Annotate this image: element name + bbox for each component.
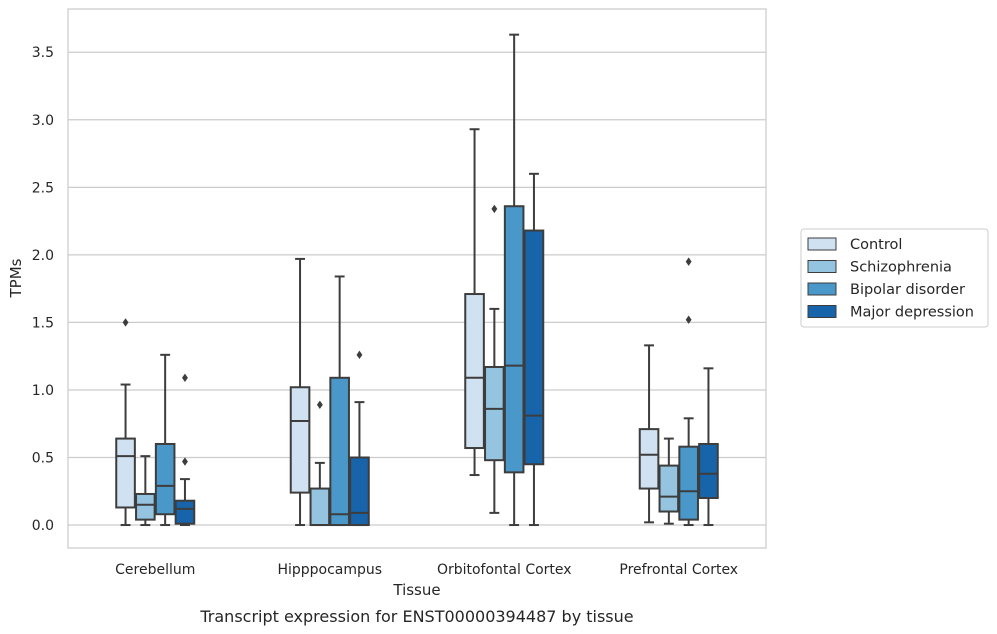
- x-tick-label: Orbitofontal Cortex: [437, 562, 572, 578]
- box-body: [484, 365, 505, 462]
- legend-entry: Major depression: [807, 305, 974, 321]
- box: [523, 172, 545, 527]
- x-tick-label: Cerebellum: [115, 562, 195, 578]
- legend-entry: Bipolar disorder: [807, 282, 965, 298]
- y-tick-label: 3.5: [32, 45, 54, 61]
- box-series: [115, 33, 719, 527]
- box-body: [678, 445, 699, 521]
- box-body: [464, 293, 485, 450]
- series-bipolar-disorder: [154, 33, 699, 527]
- legend-label: Bipolar disorder: [850, 282, 965, 298]
- box: [484, 204, 505, 514]
- series-schizophrenia: [135, 204, 680, 527]
- y-tick-label: 3.0: [32, 113, 54, 129]
- box: [658, 437, 680, 525]
- box: [135, 455, 156, 527]
- y-tick-label: 1.0: [32, 383, 54, 399]
- legend-frame: [800, 228, 989, 328]
- box: [464, 128, 485, 477]
- box: [289, 257, 311, 527]
- outlier-point: [182, 457, 188, 466]
- box-body: [698, 442, 719, 500]
- legend-swatch: [807, 305, 837, 318]
- box-body: [135, 492, 156, 521]
- box-body: [329, 376, 350, 527]
- box-body: [154, 442, 176, 516]
- legend-label: Schizophrenia: [850, 260, 952, 276]
- outlier-point: [182, 373, 188, 382]
- box-body: [523, 229, 545, 466]
- x-tick-labels: Cerebellum Hipppocampus Orbitofontal Corte…: [115, 562, 738, 578]
- box: [503, 33, 525, 527]
- legend-label: Major depression: [850, 305, 974, 321]
- y-axis-label: TPMs: [7, 258, 25, 298]
- series-major-depression: [174, 172, 719, 527]
- y-tick-label: 0.0: [32, 518, 54, 534]
- box: [638, 344, 660, 524]
- box: [349, 350, 370, 527]
- series-control: [115, 128, 660, 527]
- box-body: [174, 499, 196, 525]
- grid-lines: [68, 51, 766, 526]
- chart-caption: Transcript expression for ENST0000039448…: [199, 607, 633, 626]
- legend-swatch: [807, 260, 837, 273]
- legend-entry: Schizophrenia: [807, 260, 952, 276]
- outlier-point: [316, 400, 323, 410]
- x-tick-label: Hipppocampus: [277, 562, 382, 578]
- box-body: [658, 464, 680, 513]
- y-tick-label: 0.5: [32, 450, 54, 466]
- plot-area-frame: [67, 8, 767, 549]
- y-tick-label: 2.5: [32, 180, 54, 196]
- y-tick-labels: 0.0 0.5 1.0 1.5 2.0 2.5 3.0 3.5: [32, 45, 54, 534]
- box: [115, 318, 136, 527]
- legend-entry: Control: [807, 237, 902, 253]
- legend-swatch: [807, 282, 837, 296]
- legend-swatch: [807, 237, 837, 251]
- box: [309, 400, 331, 527]
- box: [329, 275, 350, 527]
- y-tick-label: 1.5: [32, 315, 54, 331]
- x-tick-label: Prefrontal Cortex: [619, 562, 738, 578]
- box-body: [349, 456, 370, 527]
- box-body: [115, 437, 136, 509]
- box: [678, 257, 699, 527]
- outlier-point: [356, 350, 363, 360]
- outlier-point: [122, 318, 129, 327]
- legend: Control Schizophrenia Bipolar disorder Majo…: [800, 228, 989, 328]
- box: [698, 367, 719, 527]
- box-body: [309, 487, 331, 527]
- outlier-point: [685, 257, 692, 266]
- box: [154, 353, 176, 527]
- box-body: [289, 386, 311, 494]
- box-body: [638, 428, 660, 490]
- y-tick-label: 2.0: [32, 248, 54, 264]
- outlier-point: [685, 315, 692, 324]
- x-axis-label: Tissue: [392, 581, 440, 599]
- outlier-point: [491, 204, 498, 214]
- legend-label: Control: [850, 237, 902, 253]
- box-body: [503, 205, 525, 474]
- box: [174, 373, 196, 527]
